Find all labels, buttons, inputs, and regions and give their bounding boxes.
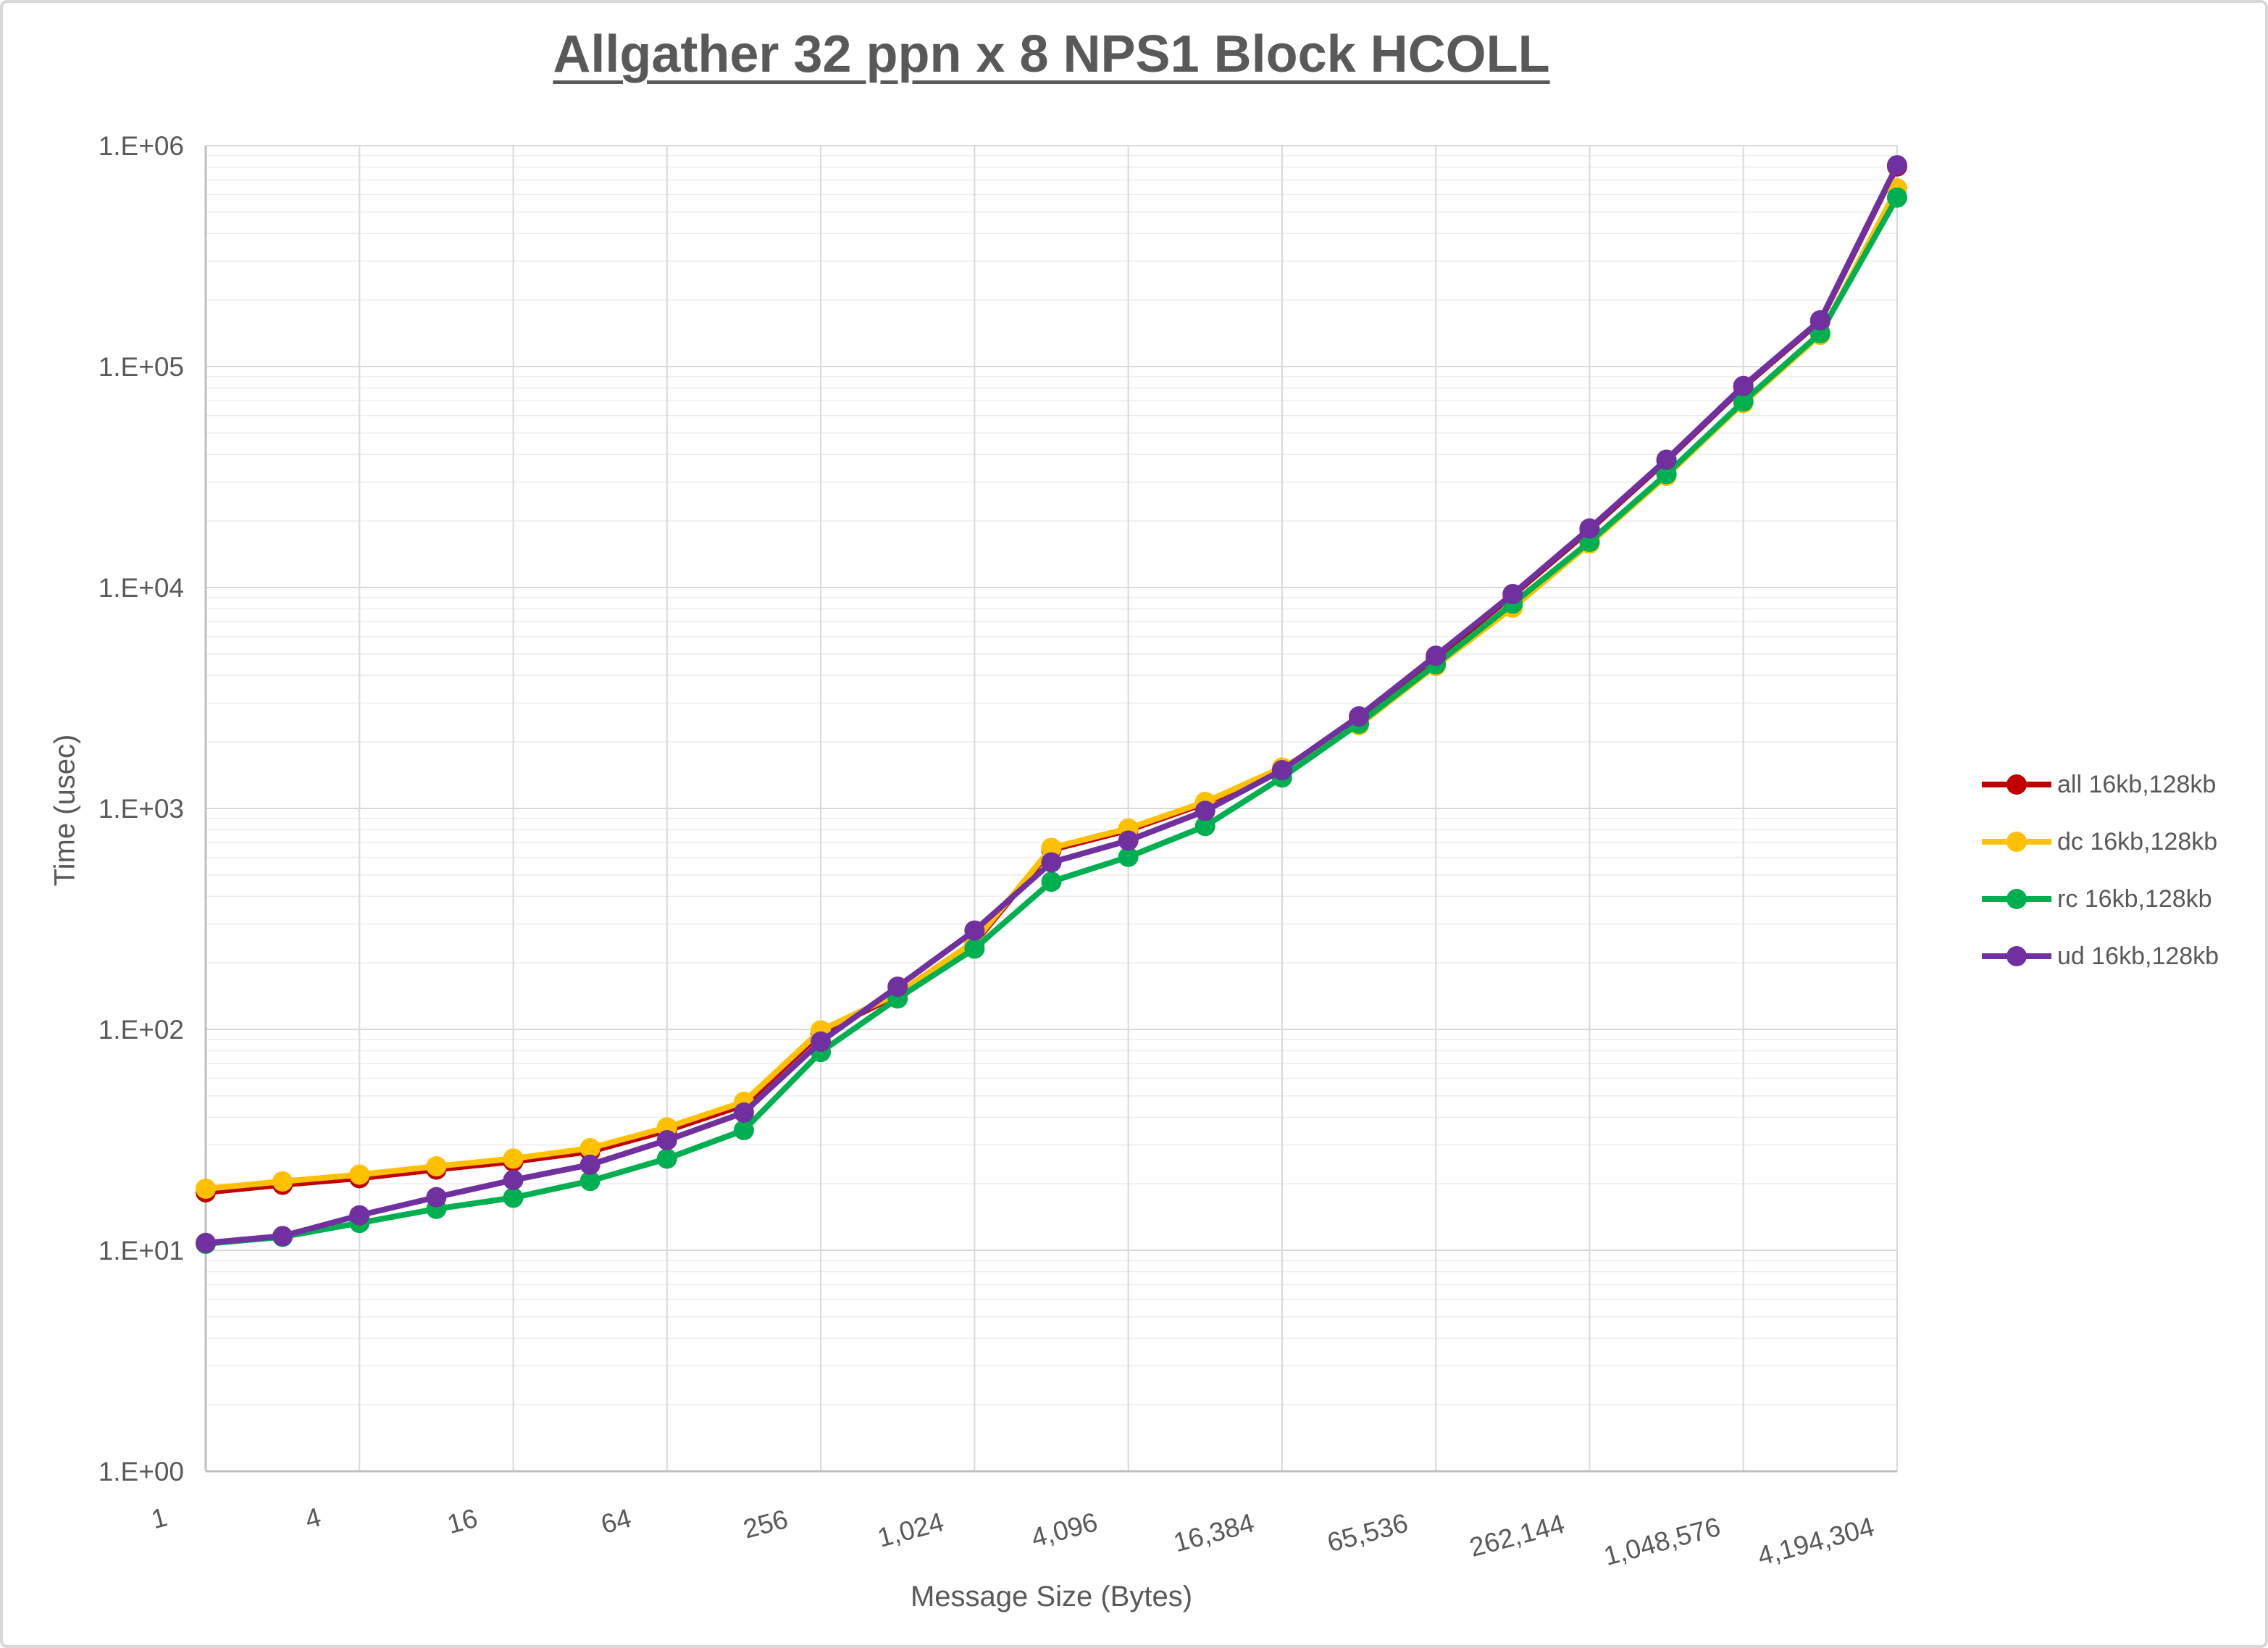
series-rc [196,187,1907,1255]
y-axis-title: Time (usec) [49,734,81,887]
x-tick-labels: 1 4 16 64 256 1,024 4,096 16,384 65,536 262,144 1,… [148,1502,1878,1571]
data-point [1656,449,1677,470]
legend-item-dc: dc 16kb,128kb [1980,827,2219,857]
x-tick-label: 1 [148,1502,170,1534]
legend-marker-icon [1982,889,2051,909]
y-tick-label: 1.E+03 [99,794,184,824]
legend-item-ud: ud 16kb,128kb [1980,941,2219,971]
data-point [1426,645,1447,666]
data-point [196,1232,216,1253]
data-point [579,1137,601,1158]
legend-dot [2007,774,2027,795]
series-line [203,194,1900,1247]
data-point [1733,375,1754,396]
data-point [1041,852,1062,873]
major-gridlines [206,145,1897,1251]
data-point [503,1148,524,1169]
legend-label: dc 16kb,128kb [2057,827,2218,856]
data-point [1656,464,1677,485]
data-point [1194,800,1215,821]
legend-marker-icon [1982,774,2051,795]
data-point [887,976,908,997]
series-all [196,156,1907,1202]
vertical-gridlines [359,146,1898,1471]
data-point [272,1226,293,1247]
legend-dot [2007,832,2027,852]
legend-item-rc: rc 16kb,128kb [1980,884,2219,914]
data-point [1194,816,1215,837]
y-tick-label: 1.E+04 [99,573,184,603]
series-dc [196,178,1907,1199]
series-line [203,185,1900,1192]
data-point [1579,518,1600,539]
y-tick-label: 1.E+06 [99,131,184,161]
x-tick-label: 1,024 [874,1507,947,1553]
series-line [203,163,1900,1195]
data-point [656,1148,677,1169]
legend-dot [2007,889,2027,909]
legend-dot [2007,946,2027,966]
data-point [656,1130,677,1151]
data-point [1041,871,1062,892]
y-tick-label: 1.E+01 [99,1236,184,1266]
x-tick-label: 64 [598,1503,634,1539]
data-point [1733,391,1754,412]
x-axis-title: Message Size (Bytes) [910,1581,1193,1613]
legend-item-all: all 16kb,128kb [1980,769,2219,800]
data-point [426,1187,447,1208]
data-point [196,1178,216,1199]
x-tick-label: 65,536 [1324,1507,1411,1557]
y-tick-label: 1.E+02 [99,1015,184,1045]
data-point [1118,830,1139,851]
y-tick-label: 1.E+00 [99,1457,184,1486]
x-tick-label: 4 [302,1502,324,1534]
x-tick-label: 16 [444,1503,480,1539]
data-point [733,1102,754,1123]
data-point [349,1205,370,1226]
legend-marker-icon [1982,832,2051,852]
data-point [503,1169,524,1190]
data-point [1887,155,1907,176]
plot-area: 1.E+00 1.E+01 1.E+02 1.E+03 1.E+04 1.E+05 1.E+… [99,131,1907,1571]
x-tick-label: 4,096 [1028,1507,1100,1553]
x-tick-label: 262,144 [1466,1509,1568,1563]
x-tick-label: 4,194,304 [1754,1512,1878,1571]
data-point [579,1171,601,1192]
y-tick-label: 1.E+05 [99,352,184,382]
legend-label: ud 16kb,128kb [2057,942,2219,970]
series-ud [196,155,1907,1253]
data-point [272,1171,293,1192]
x-tick-label: 256 [740,1504,791,1544]
x-tick-label: 16,384 [1171,1507,1258,1557]
legend-label: rc 16kb,128kb [2057,884,2212,913]
y-tick-labels: 1.E+00 1.E+01 1.E+02 1.E+03 1.E+04 1.E+05 1.E+… [99,131,184,1486]
data-point [964,938,985,959]
data-point [811,1031,832,1052]
x-tick-label: 1,048,576 [1601,1512,1724,1571]
data-point [1118,847,1139,868]
data-point [733,1120,754,1141]
legend: all 16kb,128kb dc 16kb,128kb rc 16kb,128kb… [1980,769,2219,971]
data-point [1809,310,1830,331]
legend-label: all 16kb,128kb [2057,770,2217,798]
data-point [349,1164,370,1185]
data-point [1887,187,1907,208]
data-point [426,1156,447,1177]
chart-title: Allgather 32 ppn x 8 NPS1 Block HCOLL [553,25,1550,83]
series-line [203,162,1900,1246]
data-point [964,920,985,941]
data-point [1041,837,1062,858]
data-point [1349,706,1370,727]
data-point [579,1154,601,1175]
data-point [503,1187,524,1208]
data-point [1271,760,1292,781]
legend-marker-icon [1982,946,2051,966]
data-point [1502,584,1523,605]
minor-gridlines [206,155,1897,1405]
